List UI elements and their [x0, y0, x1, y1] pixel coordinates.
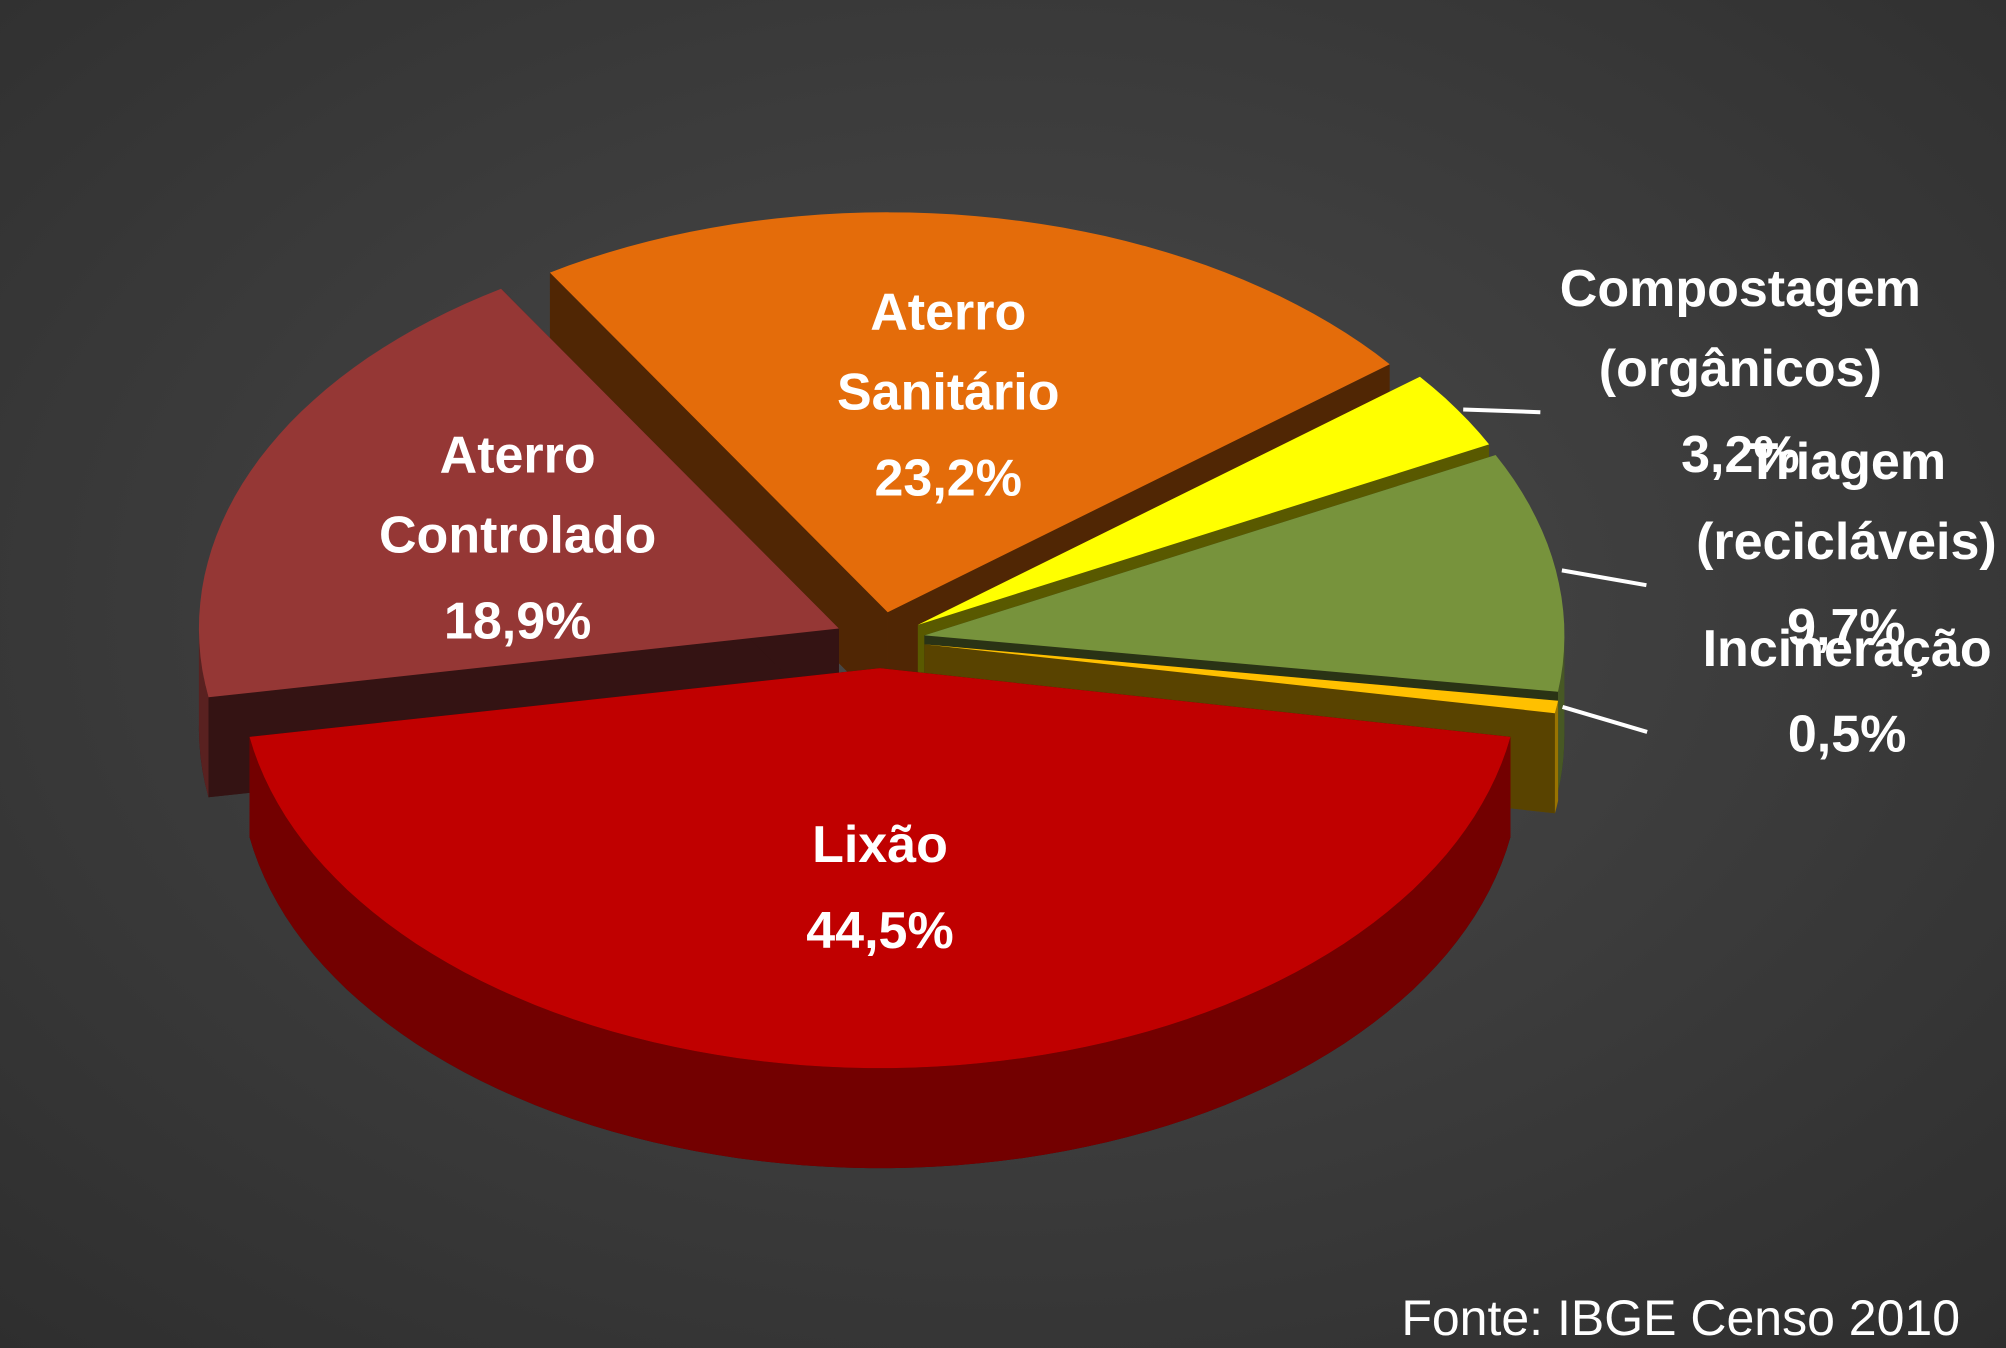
slice-value-label: 44,5%	[806, 902, 953, 960]
slice-value-label: 23,2%	[875, 449, 1022, 507]
source: Fonte: IBGE Censo 2010	[1401, 1290, 1960, 1346]
slice-wall	[1554, 700, 1559, 814]
slice	[249, 668, 1511, 1069]
slice-label: Aterro Sanitário	[837, 283, 1060, 421]
slice-label: Aterro Controlado	[379, 426, 656, 564]
slice-label: Triagem (recicláveis)	[1696, 433, 1997, 571]
slice	[198, 288, 839, 698]
slice-label: Incineração	[1703, 620, 1992, 678]
slice-value-label: 18,9%	[444, 592, 591, 650]
slice-label: Lixão	[812, 816, 948, 874]
slice-value-label: 0,5%	[1788, 706, 1907, 764]
leader-line	[1561, 568, 1647, 588]
slice-wall	[249, 736, 1511, 1169]
labels: Lixão 44,5% Aterro Controlado 18,9% Aterro San…	[379, 260, 1997, 960]
slice	[549, 212, 1390, 613]
slice	[917, 376, 1490, 625]
slice	[924, 644, 1559, 714]
slice	[924, 455, 1565, 692]
slice-wall	[1558, 635, 1565, 792]
slice-value-label: 9,7%	[1787, 599, 1906, 657]
leader-line	[1463, 407, 1541, 415]
pie	[198, 212, 1565, 1169]
leader-line	[1561, 705, 1648, 734]
slice-label: Compostagem (orgânicos)	[1560, 260, 1921, 398]
slice-value-label: 3,2%	[1681, 426, 1800, 484]
slice-wall	[198, 628, 209, 798]
